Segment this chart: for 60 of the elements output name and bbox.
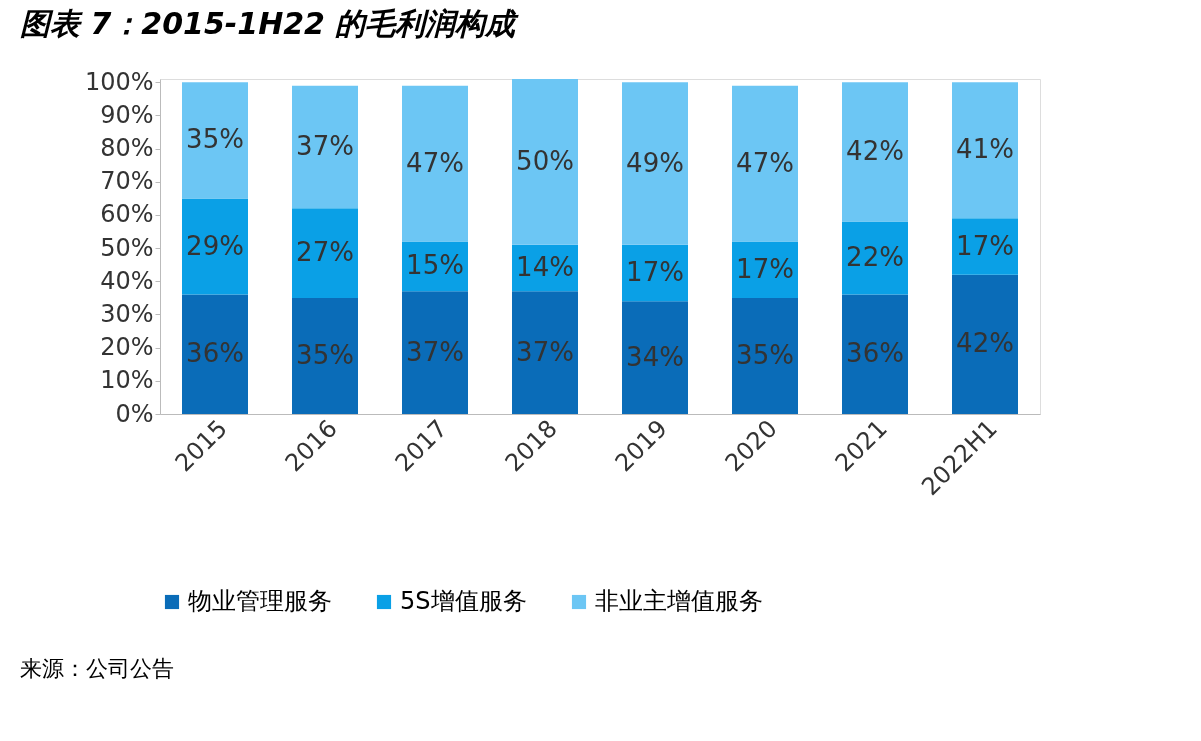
bar xyxy=(952,218,1018,275)
y-tick-label: 0% xyxy=(115,399,154,428)
y-tick-label: 10% xyxy=(100,366,154,395)
bar xyxy=(292,297,358,414)
data-label: 37% xyxy=(296,131,354,161)
bar xyxy=(182,294,248,414)
bar xyxy=(842,221,908,295)
data-label: 29% xyxy=(186,230,244,261)
bar xyxy=(842,82,908,222)
data-label: 49% xyxy=(626,147,684,178)
y-tick-label: 70% xyxy=(100,167,154,196)
data-label: 35% xyxy=(296,339,354,370)
data-label: 50% xyxy=(516,145,574,176)
data-label: 14% xyxy=(516,252,574,283)
y-tick-label: 40% xyxy=(100,266,154,295)
y-tick-label: 60% xyxy=(100,200,154,229)
bar xyxy=(512,79,578,245)
legend-label: 5S增值服务 xyxy=(400,587,527,615)
data-label: 35% xyxy=(186,124,244,155)
bar xyxy=(182,82,248,199)
data-label: 35% xyxy=(736,339,794,370)
bar xyxy=(842,294,908,414)
data-label: 15% xyxy=(406,250,464,281)
data-label: 47% xyxy=(406,147,464,178)
data-label: 17% xyxy=(626,257,684,288)
data-label: 41% xyxy=(956,134,1014,165)
data-label: 42% xyxy=(956,328,1014,359)
bar xyxy=(732,297,798,414)
y-tick-label: 100% xyxy=(84,67,154,96)
data-label: 37% xyxy=(516,336,574,367)
data-label: 34% xyxy=(626,341,684,372)
bar xyxy=(402,85,468,242)
y-tick-label: 30% xyxy=(100,300,154,328)
legend-label: 非业主增值服务 xyxy=(595,587,763,615)
data-label: 27% xyxy=(296,237,354,268)
source-note: 来源：公司公告 xyxy=(20,656,174,681)
bar xyxy=(622,82,688,245)
bar xyxy=(952,82,1018,219)
data-label: 36% xyxy=(186,338,244,369)
y-tick-label: 20% xyxy=(100,333,154,362)
bar xyxy=(952,274,1018,414)
data-label: 22% xyxy=(846,242,904,273)
data-label: 17% xyxy=(736,253,794,284)
data-label: 42% xyxy=(846,135,904,166)
y-tick-label: 90% xyxy=(100,100,154,129)
y-tick-label: 50% xyxy=(100,233,154,262)
bar xyxy=(512,291,578,414)
chart-title: 图表 7：2015-1H22 的毛利润构成 xyxy=(20,6,520,42)
data-label: 37% xyxy=(406,336,464,367)
y-tick-label: 80% xyxy=(100,134,154,163)
legend-label: 物业管理服务 xyxy=(188,587,332,615)
bar xyxy=(292,85,358,209)
bar xyxy=(402,291,468,414)
bar xyxy=(622,301,688,414)
data-label: 36% xyxy=(846,338,904,369)
data-label: 17% xyxy=(956,230,1014,261)
data-label: 47% xyxy=(736,147,794,178)
bar xyxy=(182,198,248,295)
bar xyxy=(732,85,798,242)
bar xyxy=(292,208,358,298)
